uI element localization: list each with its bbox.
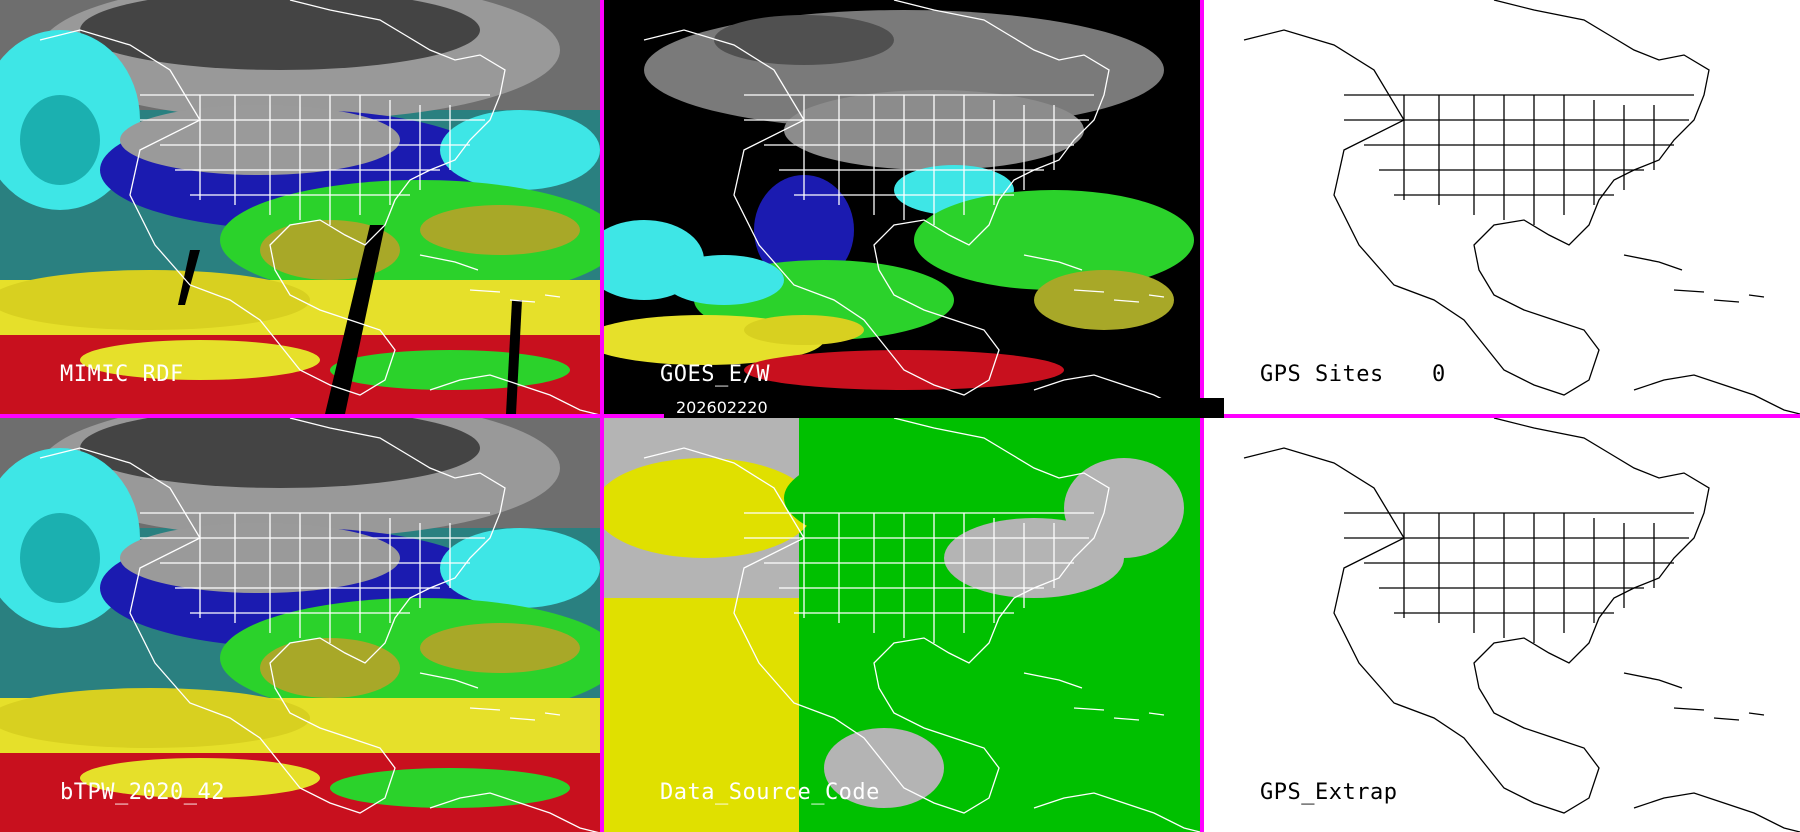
panel-data-source: Data_Source_Code [604,418,1200,832]
panel-label-mimic: MIMIC RDF [60,362,184,387]
outline-map-gps-extrap [1243,418,1800,832]
source-code-map [604,418,1200,832]
outline-map-gps-sites [1243,0,1800,414]
panel-label-btpw: bTPW_2020_42 [60,780,225,805]
tpw-map-goes [604,0,1200,414]
panel-mimic-rdf: MIMIC RDF [0,0,600,414]
tpw-map-btpw [0,418,600,832]
tpw-map-mimic [0,0,600,414]
panel-btpw: bTPW_2020_42 [0,418,600,832]
panel-gps-sites: GPS Sites 0 [1204,0,1800,414]
panel-label-gps-sites: GPS Sites [1260,362,1384,387]
panel-goes: GOES_E/W [604,0,1200,414]
timestamp-bar: 202602220 [664,398,1224,418]
gps-sites-count: 0 [1432,362,1446,387]
panel-gps-extrap: GPS_Extrap [1204,418,1800,832]
panel-label-gps-extrap: GPS_Extrap [1260,780,1398,805]
panel-label-source: Data_Source_Code [660,780,880,805]
panel-label-goes: GOES_E/W [660,362,770,387]
